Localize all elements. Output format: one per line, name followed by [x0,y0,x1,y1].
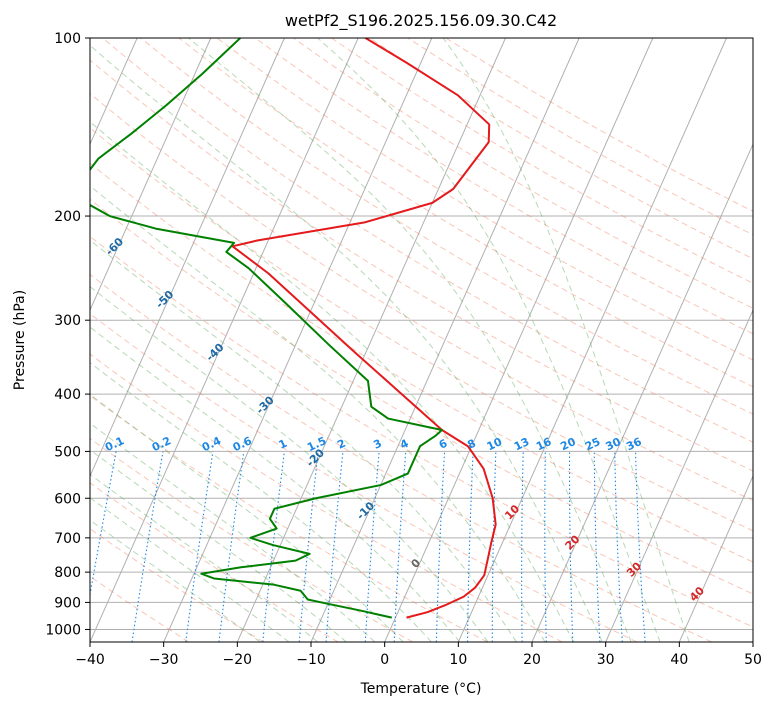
moist-adiabat-line [188,38,632,642]
moist-adiabat-line [90,393,404,642]
isotherm-line [531,142,753,642]
moist-adiabat-line [90,473,319,642]
x-tick-label: 40 [670,652,688,668]
y-tick-label: 100 [54,31,81,47]
y-tick-label: 400 [54,387,81,403]
isotherm-line [90,38,359,642]
dry-adiabat-line [90,235,753,628]
plot-frame [89,37,754,643]
dry-adiabat-line [90,437,414,642]
mixing-ratio-line [218,451,245,642]
x-tick-label: −10 [296,652,326,668]
mixing-ratio-line [185,451,214,642]
mixing-ratio-label: 13 [512,435,531,453]
moist-adiabat-line [90,449,347,642]
moist-adiabat-line [90,185,546,642]
y-tick-label: 200 [54,209,81,225]
moist-adiabat-line [442,38,690,642]
dry-adiabat-line [90,59,753,472]
dry-adiabat-line [90,162,753,563]
y-tick-label: 500 [54,444,81,460]
dewpoint-profile-line [90,38,443,619]
isotherm-line [163,38,433,642]
mixing-ratio-label: 36 [624,435,644,453]
y-tick-label: 300 [54,313,81,329]
y-tick-label: 1000 [45,622,81,638]
moist-adiabat-line [90,422,376,642]
dry-adiabat-line [254,38,753,335]
isotherm-line [236,38,506,642]
data-series [90,38,497,619]
isotherm-line [90,38,138,146]
x-tick-label: 10 [449,652,467,668]
mixing-ratio-label: 30 [604,435,624,453]
moist-adiabat-line [90,497,290,642]
mixing-ratio-label: 20 [558,435,578,453]
mixing-ratio-label: 16 [534,435,554,453]
y-tick-label: 700 [54,531,81,547]
y-axis: 100 200 300 400 500 600 700 800 900 1000 [45,31,90,638]
moist-adiabat-line [317,38,661,642]
isotherm-line [457,38,727,642]
mixing-ratio-label: 10 [485,435,505,453]
x-tick-label: 20 [523,652,541,668]
isotherm-line [605,308,753,642]
x-tick-label: 30 [597,652,615,668]
x-tick-label: 50 [744,652,762,668]
x-tick-label: −40 [75,652,105,668]
x-tick-label: 0 [380,652,389,668]
dry-adiabat-line [90,198,753,595]
x-axis: −40 −30 −20 −10 0 10 20 30 40 50 [75,642,762,668]
mixing-ratio-line [298,451,319,642]
mixing-ratio-label: 25 [583,435,602,453]
mixing-ratio-line [262,451,285,642]
mixing-ratio-line [131,451,164,642]
x-tick-label: −30 [149,652,179,668]
x-tick-label: −20 [223,652,253,668]
background-lines [90,38,753,642]
y-tick-label: 900 [54,595,81,611]
y-axis-title: Pressure (hPa) [12,290,28,390]
y-tick-label: 800 [54,565,81,581]
isotherm-line [90,38,212,312]
dry-adiabat-line [90,313,638,642]
chart-title: wetPf2_S196.2025.156.09.30.C42 [285,11,557,31]
moist-adiabat-line [90,44,603,642]
dry-adiabat-line [331,38,753,284]
isotherm-line [90,38,285,478]
moist-adiabat-line [90,121,575,642]
dry-adiabat-line [90,273,712,642]
dry-adiabat-line [90,353,563,642]
isotherm-line [678,474,753,642]
moist-adiabat-line [90,239,517,642]
isotherm-line [310,38,580,642]
moist-adiabat-line [90,326,461,642]
x-axis-title: Temperature (°C) [360,681,482,697]
moist-adiabat-line [90,519,261,642]
dry-adiabat-line [90,92,753,502]
plot-area [90,38,753,642]
isotherm-line [384,38,654,642]
dry-adiabat-line [90,127,753,532]
y-tick-label: 600 [54,491,81,507]
dry-adiabat-line [90,482,339,642]
dry-adiabat-line [216,38,753,361]
dry-adiabat-line [102,38,753,443]
